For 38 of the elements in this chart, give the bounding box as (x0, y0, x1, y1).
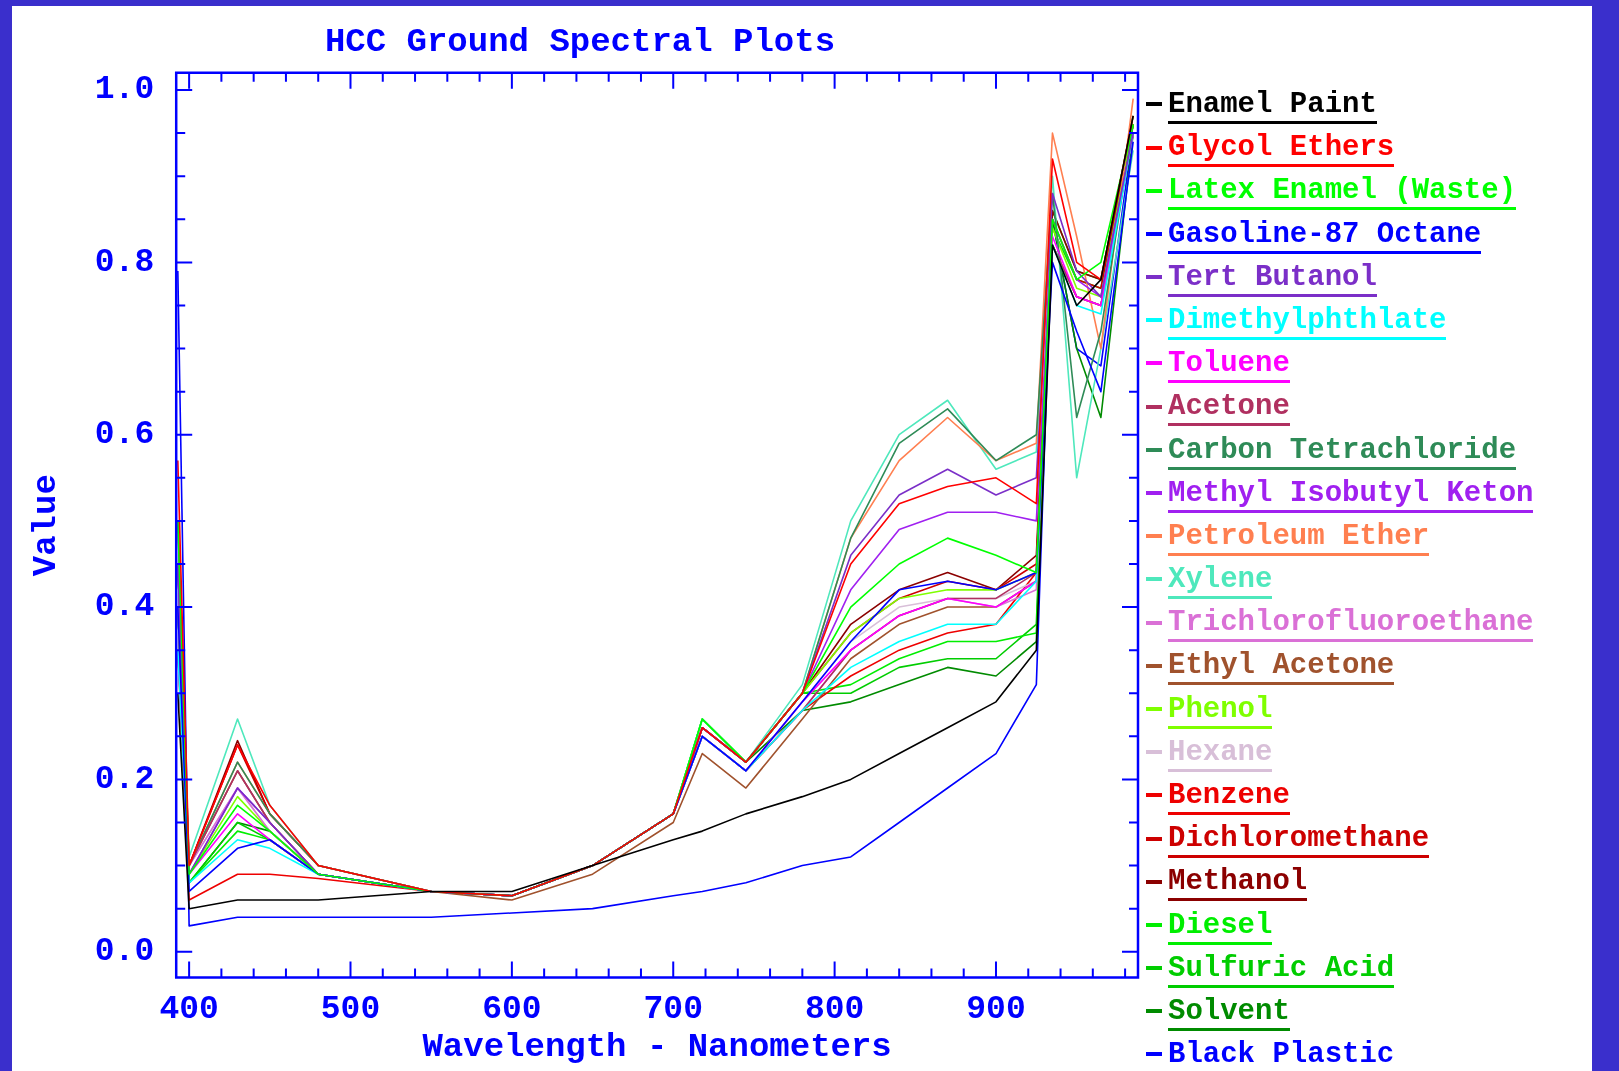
legend-label: Xylene (1168, 563, 1273, 597)
y-tick-label: 0.8 (94, 243, 155, 281)
y-tick-label: 0.2 (94, 760, 155, 798)
y-tick-label: 0.4 (94, 588, 155, 626)
x-tick-label: 800 (804, 990, 865, 1028)
x-tick-label: 900 (966, 990, 1026, 1028)
x-tick-label: 700 (643, 990, 703, 1028)
legend-label: Dichloromethane (1168, 822, 1430, 856)
y-tick-label: 0.6 (94, 416, 155, 454)
legend-label: Carbon Tetrachloride (1168, 433, 1517, 467)
y-tick-label: 0.0 (94, 933, 155, 971)
x-axis-title: Wavelength - Nanometers (422, 1028, 892, 1067)
y-tick-label: 1.0 (94, 71, 155, 109)
legend-label: Diesel (1168, 908, 1273, 942)
legend-label: Petroleum Ether (1168, 519, 1430, 553)
x-tick-label: 400 (159, 990, 219, 1028)
chart-title: HCC Ground Spectral Plots (324, 22, 836, 61)
legend-label: Enamel Paint (1168, 88, 1377, 121)
x-tick-label: 600 (482, 990, 542, 1028)
legend-label: Sulfuric Acid (1168, 951, 1395, 985)
legend-label: Methanol (1168, 865, 1308, 899)
legend-label: Gasoline-87 Octane (1168, 217, 1482, 251)
legend-label: Glycol Ethers (1168, 131, 1395, 165)
legend-label: Phenol (1168, 692, 1273, 726)
legend-label: Acetone (1168, 390, 1290, 424)
legend-label: Toluene (1168, 347, 1290, 381)
legend-label: Methyl Isobutyl Keton (1168, 476, 1534, 510)
legend-label: Tert Butanol (1168, 260, 1377, 294)
x-tick-label: 500 (320, 990, 381, 1028)
legend-label: Trichlorofluoroethane (1168, 606, 1534, 640)
legend-label: Black Plastic (1168, 1038, 1395, 1071)
legend-label: Latex Enamel (Waste) (1168, 174, 1517, 208)
legend-label: Hexane (1168, 735, 1273, 769)
legend-label: Dimethylphthlate (1168, 303, 1447, 337)
y-axis-title: Value (26, 474, 65, 577)
legend-label: Ethyl Acetone (1168, 649, 1395, 683)
legend-label: Benzene (1168, 779, 1290, 812)
legend-label: Solvent (1168, 994, 1290, 1028)
